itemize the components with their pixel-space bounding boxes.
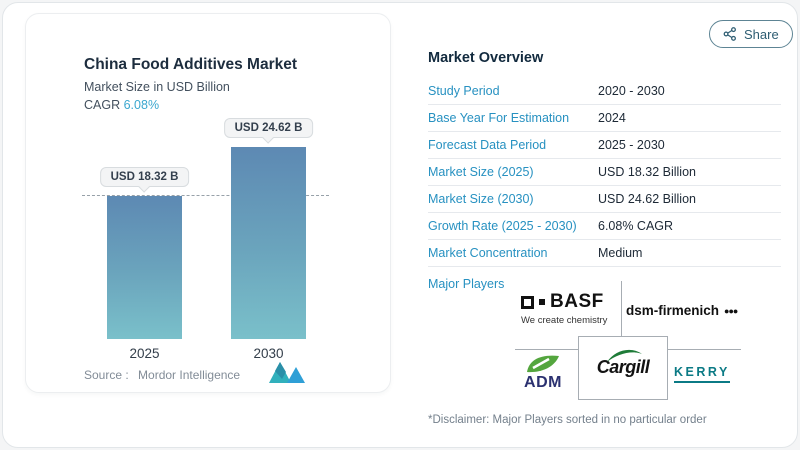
cargill-logo: Cargill: [589, 349, 657, 378]
kerry-logo: KERRY: [674, 365, 730, 383]
dsm-dots-icon: ●●●: [724, 305, 738, 316]
value-label-2025: USD 18.32 B: [99, 167, 190, 193]
chart-title: China Food Additives Market: [84, 56, 298, 73]
players-divider-left: [515, 349, 578, 350]
chart-card: China Food Additives Market Market Size …: [25, 13, 391, 393]
basf-logo: BASF We create chemistry: [521, 291, 611, 326]
x-tick-2030: 2030: [253, 346, 284, 361]
basf-tagline: We create chemistry: [521, 315, 608, 326]
adm-leaf-icon: [527, 355, 559, 373]
table-row-base-year: Base Year For Estimation 2024: [428, 105, 781, 132]
mordor-intelligence-logo: [269, 362, 305, 383]
chart-subtitle: Market Size in USD Billion: [84, 80, 230, 94]
players-divider-right: [668, 349, 741, 350]
chart-cagr: CAGR 6.08%: [84, 98, 159, 112]
players-divider-vertical: [621, 281, 622, 336]
overview-table: Study Period 2020 - 2030 Base Year For E…: [428, 78, 781, 267]
cagr-value: 6.08%: [123, 98, 160, 112]
bar-chart: USD 18.32 B USD 24.62 B: [82, 118, 334, 339]
major-players-grid: BASF We create chemistry dsm-firmenich ●…: [413, 273, 788, 405]
major-players-label: Major Players: [428, 277, 505, 291]
table-row-growth-rate: Growth Rate (2025 - 2030) 6.08% CAGR: [428, 213, 781, 240]
bar-2025: [107, 196, 182, 339]
table-row-study-period: Study Period 2020 - 2030: [428, 78, 781, 105]
source-label: Source :: [84, 368, 129, 382]
basf-dot-icon: [539, 299, 545, 305]
source-value: Mordor Intelligence: [138, 368, 241, 382]
share-label: Share: [744, 26, 779, 42]
disclaimer-text: *Disclaimer: Major Players sorted in no …: [428, 414, 707, 426]
adm-logo: ADM: [517, 353, 569, 392]
table-row-forecast-period: Forecast Data Period 2025 - 2030: [428, 132, 781, 159]
cargill-leaf-icon: [607, 349, 642, 362]
table-row-market-concentration: Market Concentration Medium: [428, 240, 781, 267]
x-tick-2025: 2025: [129, 346, 160, 361]
value-label-2030: USD 24.62 B: [223, 118, 314, 144]
share-icon: [723, 27, 736, 41]
share-button[interactable]: Share: [709, 20, 793, 48]
table-row-market-size-2025: Market Size (2025) USD 18.32 Billion: [428, 159, 781, 186]
reference-line: [82, 195, 329, 196]
source-line: Source : Mordor Intelligence: [84, 368, 240, 382]
cargill-cell-border: [578, 336, 668, 400]
dsm-firmenich-logo: dsm-firmenich ●●●: [626, 303, 738, 318]
cagr-label: CAGR: [84, 98, 121, 112]
basf-square-icon: [521, 295, 534, 309]
bar-2030: [231, 147, 306, 339]
overview-title: Market Overview: [428, 50, 544, 66]
table-row-market-size-2030: Market Size (2030) USD 24.62 Billion: [428, 186, 781, 213]
